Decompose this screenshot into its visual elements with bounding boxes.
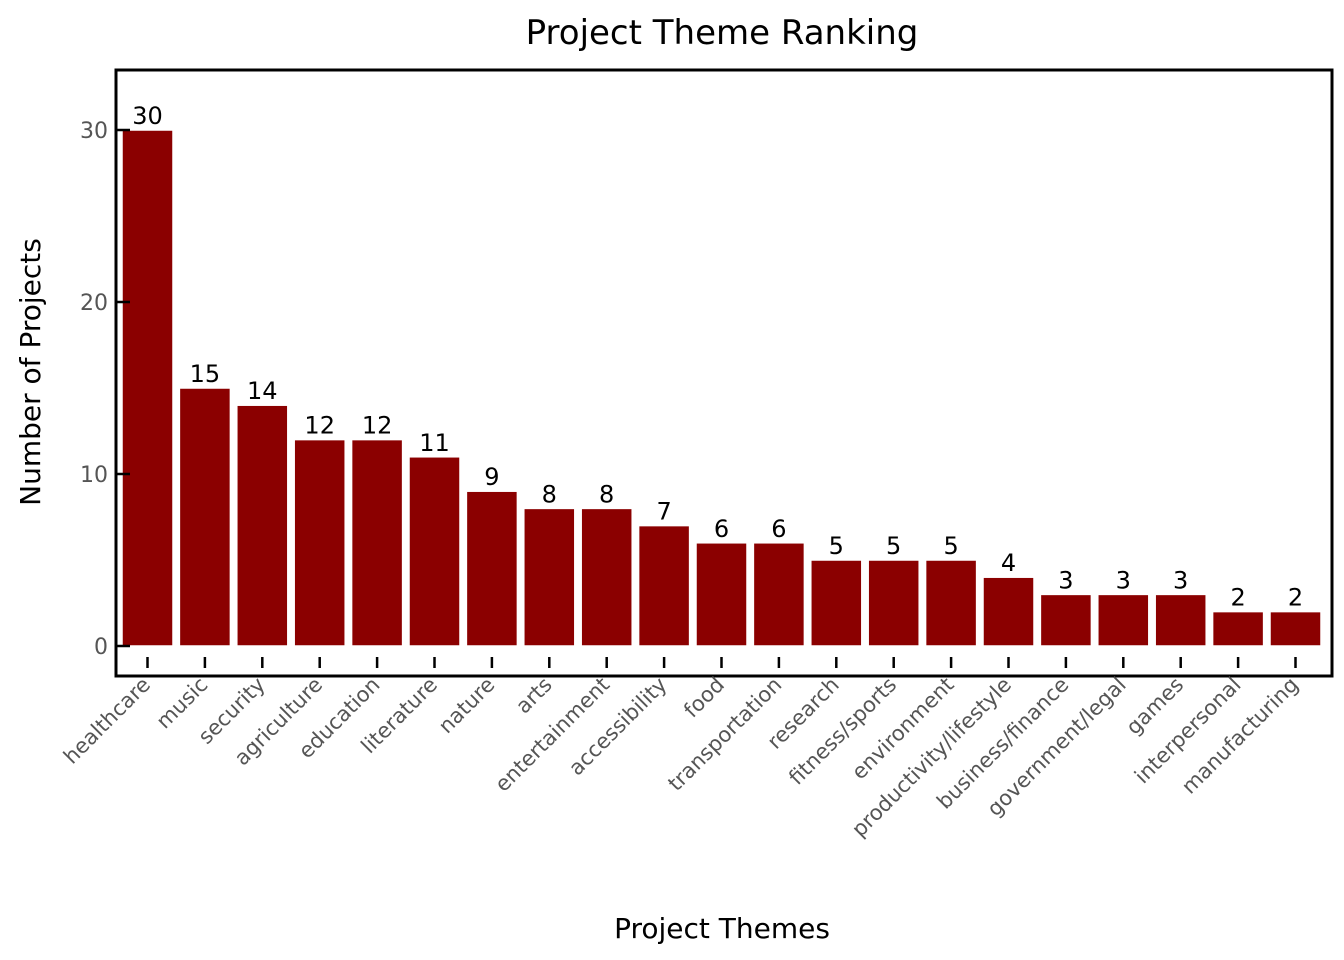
x-axis-ticks: healthcaremusicsecurityagricultureeducat… [59,657,1303,842]
y-tick-label: 10 [80,463,108,488]
bar-productivity-lifestyle [982,576,1035,647]
bar-manufacturing [1269,610,1322,647]
bar-labels-group: 30 15 14 12 12 11 9 8 8 7 6 6 5 5 5 4 3 3 3 2 2 [132,102,1303,612]
bar-education [350,438,404,647]
bar-transportation [752,542,806,647]
bar-value-label: 9 [484,463,499,491]
bar-value-label: 3 [1116,566,1131,594]
bar-healthcare [121,129,174,647]
x-axis-label: Project Themes [614,912,830,945]
bar-music [178,387,232,647]
x-tick-label: healthcare [59,673,155,769]
bar-arts [523,507,576,647]
bar-games [1154,593,1207,647]
bar-value-label: 7 [656,498,671,526]
bar-value-label: 5 [943,532,958,560]
bar-fitness-sports [867,559,920,647]
bar-value-label: 6 [771,515,786,543]
bar-food [695,542,748,647]
bar-value-label: 6 [714,515,729,543]
bar-value-label: 12 [362,412,393,440]
bar-value-label: 14 [247,377,278,405]
bar-agriculture [293,438,346,647]
bar-interpersonal [1211,610,1265,647]
x-tick-label: nature [434,673,500,739]
y-axis-label: Number of Projects [14,238,47,506]
bar-value-label: 5 [886,532,901,560]
bar-research [810,559,863,647]
bar-value-label: 5 [829,532,844,560]
chart-title: Project Theme Ranking [526,13,919,53]
y-tick-label: 20 [80,291,108,316]
bar-entertainment [580,507,633,647]
bar-value-label: 2 [1288,584,1303,612]
bar-literature [408,456,461,647]
y-axis-ticks: 0 10 20 30 [80,119,130,660]
plot-frame [114,68,1334,678]
bar-environment [924,559,978,647]
bar-value-label: 3 [1058,566,1073,594]
bar-value-label: 2 [1230,584,1245,612]
x-tick-label: food [679,673,729,723]
bar-security [236,404,289,647]
bar-value-label: 4 [1001,549,1016,577]
bar-accessibility [637,524,691,647]
bar-value-label: 30 [132,102,163,130]
bar-nature [465,490,519,647]
bar-value-label: 8 [599,480,614,508]
y-tick-label: 30 [80,119,108,144]
bar-government-legal [1097,593,1150,647]
bar-value-label: 12 [304,412,335,440]
bar-value-label: 11 [419,429,450,457]
bar-value-label: 15 [190,360,221,388]
x-tick-label: arts [511,673,557,719]
bar-value-label: 8 [542,480,557,508]
bar-business-finance [1039,593,1093,647]
bar-value-label: 3 [1173,566,1188,594]
bars-group [121,129,1322,647]
y-tick-label: 0 [94,635,108,660]
